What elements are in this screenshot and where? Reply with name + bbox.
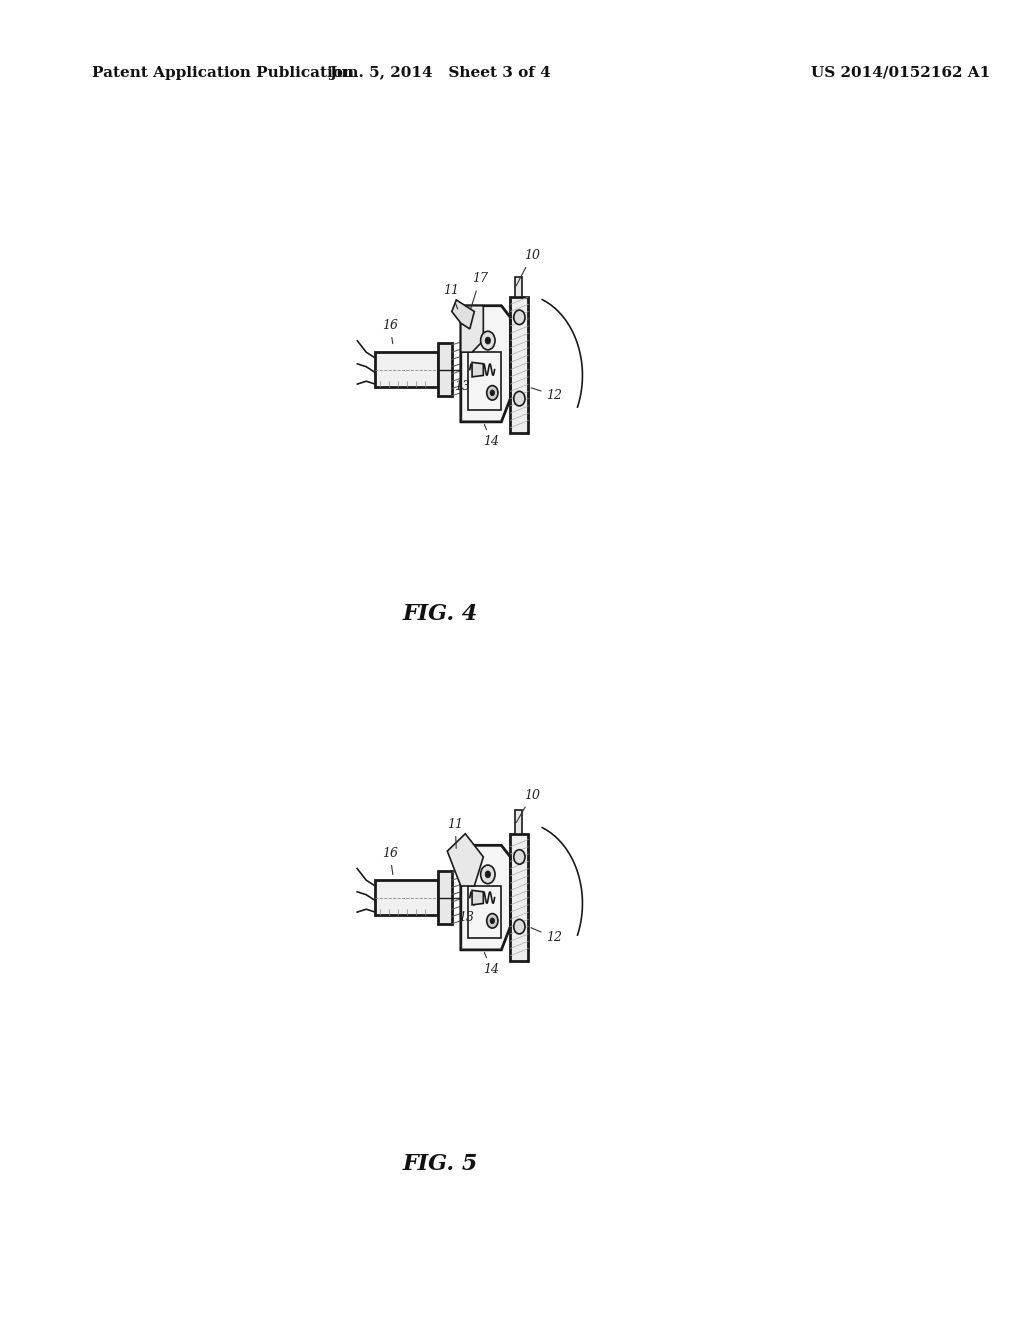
Text: 16: 16 [382,847,398,875]
Text: 14: 14 [483,953,500,975]
Polygon shape [438,871,452,924]
Circle shape [480,331,495,350]
Polygon shape [375,352,438,387]
Circle shape [514,920,525,935]
Text: Patent Application Publication: Patent Application Publication [92,66,354,79]
Polygon shape [375,880,438,915]
Polygon shape [472,363,483,378]
Polygon shape [515,277,521,297]
Polygon shape [515,810,521,834]
Circle shape [486,913,498,928]
Text: US 2014/0152162 A1: US 2014/0152162 A1 [811,66,991,79]
Text: 10: 10 [516,789,540,822]
Circle shape [490,389,495,396]
Circle shape [485,337,490,345]
Circle shape [486,385,498,400]
Text: 13: 13 [459,900,477,924]
Circle shape [480,865,495,883]
Text: 11: 11 [447,818,463,849]
Text: 12: 12 [530,928,562,944]
Text: FIG. 5: FIG. 5 [402,1154,478,1175]
Text: 12: 12 [531,388,562,401]
Polygon shape [461,845,510,950]
Text: 11: 11 [442,284,459,309]
Polygon shape [510,834,528,961]
Polygon shape [510,297,528,433]
Circle shape [514,310,525,325]
Text: 16: 16 [382,319,398,343]
Polygon shape [438,343,452,396]
Text: 10: 10 [516,249,540,286]
Text: Jun. 5, 2014   Sheet 3 of 4: Jun. 5, 2014 Sheet 3 of 4 [330,66,551,79]
Circle shape [490,917,495,924]
Text: 17: 17 [471,272,488,309]
Circle shape [485,871,490,878]
Polygon shape [447,834,483,886]
Polygon shape [452,300,474,329]
Text: FIG. 4: FIG. 4 [402,603,478,624]
Text: 14: 14 [483,425,500,447]
Circle shape [514,392,525,407]
Polygon shape [461,306,483,352]
Polygon shape [461,306,510,422]
Circle shape [514,850,525,865]
Text: 13: 13 [454,371,477,393]
Polygon shape [472,890,483,906]
